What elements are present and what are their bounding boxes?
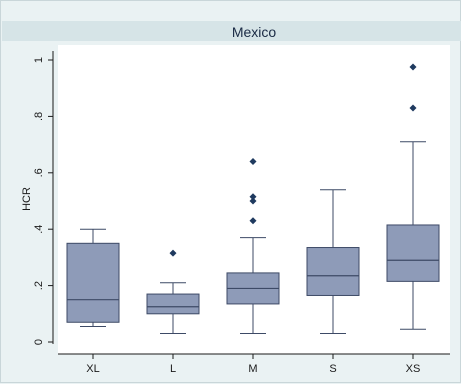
chart-title: Mexico bbox=[232, 24, 277, 40]
box-group bbox=[66, 228, 120, 327]
y-tick-label: .8 bbox=[33, 112, 45, 121]
x-tick-label: M bbox=[248, 363, 257, 375]
box-group bbox=[226, 158, 280, 335]
x-tick-label: XL bbox=[86, 363, 99, 375]
box-iqr bbox=[146, 293, 200, 315]
x-tick-label: L bbox=[170, 363, 176, 375]
box-group bbox=[386, 63, 440, 330]
outlier-point bbox=[409, 63, 417, 71]
box-iqr bbox=[386, 224, 440, 282]
y-ticks: 0 .2 .4 .6 .8 1 bbox=[33, 57, 53, 345]
title-band bbox=[2, 21, 461, 41]
y-tick-label: .4 bbox=[33, 225, 45, 234]
x-tick-label: S bbox=[329, 363, 336, 375]
box-iqr bbox=[306, 247, 360, 296]
x-ticks: XL L M S XS bbox=[86, 354, 420, 375]
y-tick-label: .2 bbox=[33, 281, 45, 290]
box-group bbox=[306, 189, 360, 335]
outlier-point bbox=[249, 193, 257, 201]
y-tick-label: 0 bbox=[33, 339, 45, 345]
outlier-point bbox=[409, 104, 417, 112]
outlier-point bbox=[249, 197, 257, 205]
box-iqr bbox=[66, 242, 120, 323]
x-tick-label: XS bbox=[406, 363, 421, 375]
outlier-point bbox=[169, 249, 177, 257]
outlier-point bbox=[249, 158, 257, 166]
y-axis-title: HCR bbox=[21, 187, 33, 211]
y-tick-label: .6 bbox=[33, 168, 45, 177]
boxes bbox=[66, 63, 440, 335]
box-group bbox=[146, 249, 200, 335]
y-tick-label: 1 bbox=[33, 57, 45, 63]
outlier-point bbox=[249, 217, 257, 225]
